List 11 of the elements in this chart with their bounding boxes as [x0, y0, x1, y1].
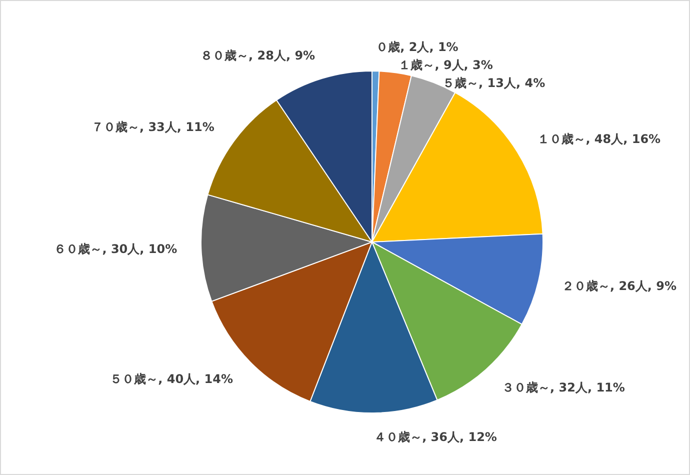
slice-label: １歳～, 9人, 3% [398, 58, 493, 72]
slice-label: ７０歳～, 33人, 11% [91, 120, 214, 134]
slice-label: ４０歳～, 36人, 12% [374, 430, 497, 444]
slice-label: ３０歳～, 32人, 11% [502, 380, 625, 394]
slice-label: ６０歳～, 30人, 10% [54, 242, 178, 256]
slice-label: ５歳～, 13人, 4% [442, 76, 546, 90]
slice-label: ０歳, 2人, 1% [376, 40, 458, 54]
slice-label: ８０歳～, 28人, 9% [200, 48, 316, 62]
slice-label: １０歳～, 48人, 16% [538, 132, 661, 146]
slice-label: ５０歳～, 40人, 14% [110, 372, 234, 386]
slice-label: ２０歳～, 26人, 9% [562, 278, 677, 293]
